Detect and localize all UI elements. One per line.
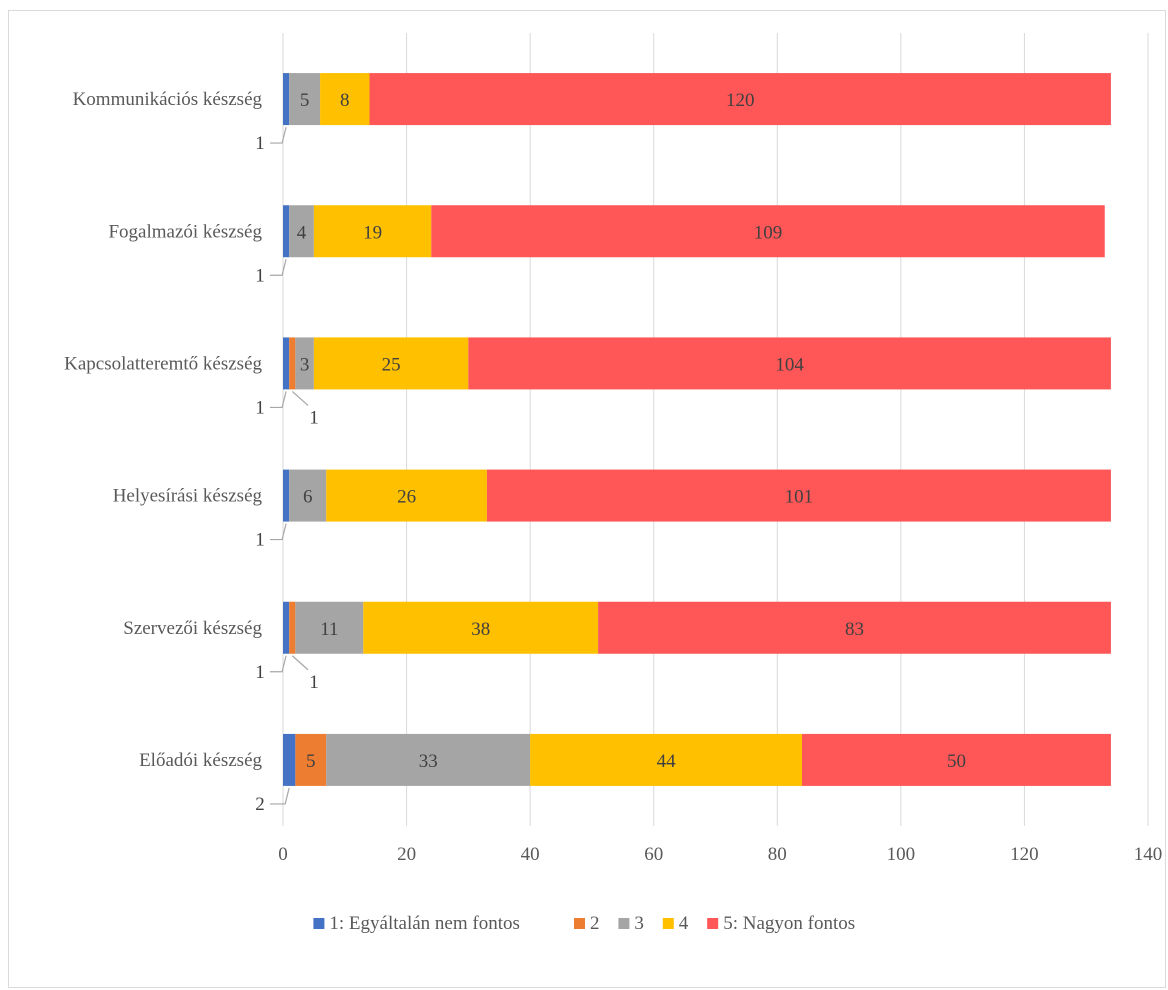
x-tick-label: 140: [1134, 844, 1163, 865]
data-label: 1: [255, 265, 265, 286]
leader-line: [270, 126, 287, 144]
bar-segment: [313, 337, 469, 390]
data-label: 101: [785, 487, 814, 508]
data-label: 1: [255, 133, 265, 154]
data-label: 4: [297, 222, 307, 243]
legend-swatch: [313, 918, 325, 929]
data-label: 19: [363, 222, 382, 243]
leader-line: [270, 259, 287, 276]
bar-segment: [431, 205, 1105, 258]
data-label: 3: [300, 354, 310, 375]
data-label: 109: [754, 222, 783, 243]
category-label: Fogalmazói készség: [108, 221, 262, 242]
data-label: 38: [471, 619, 490, 640]
data-label: 6: [303, 487, 313, 508]
legend-swatch: [618, 918, 630, 929]
x-tick-label: 0: [278, 844, 288, 865]
data-label: 83: [845, 619, 864, 640]
bar-segment: [598, 601, 1111, 654]
bar-segment: [283, 205, 290, 258]
leader-line: [291, 655, 309, 671]
x-tick-label: 80: [768, 844, 787, 865]
data-label: 26: [397, 487, 416, 508]
legend-label: 2: [590, 913, 600, 934]
data-label: 2: [255, 794, 265, 815]
data-label: 11: [320, 619, 338, 640]
legend-swatch: [574, 918, 585, 929]
legend-swatch: [707, 918, 719, 929]
bar-segment: [326, 469, 487, 522]
data-label: 1: [309, 672, 319, 693]
bar-segment: [326, 733, 531, 786]
legend-swatch: [662, 918, 674, 929]
bar-segment: [283, 469, 290, 522]
leader-line: [270, 787, 290, 805]
bar-segment: [283, 601, 290, 654]
bar-segment: [289, 469, 327, 522]
bar-segment: [363, 601, 599, 654]
data-label: 1: [309, 407, 319, 428]
leader-line: [270, 523, 287, 541]
x-tick-label: 20: [397, 844, 416, 865]
data-label: 5: [300, 90, 310, 111]
bar-segment: [283, 337, 290, 390]
legend-label: 4: [679, 913, 689, 934]
bar-segment: [320, 73, 370, 126]
data-label: 25: [382, 354, 401, 375]
bar-segment: [802, 733, 1111, 786]
bar-segment: [289, 337, 296, 390]
data-label: 50: [947, 751, 966, 772]
bar-segment: [295, 601, 364, 654]
data-label: 44: [657, 751, 677, 772]
category-label: Előadói készség: [139, 750, 262, 771]
x-tick-label: 60: [644, 844, 663, 865]
leader-line: [270, 655, 287, 673]
data-label: 1: [255, 662, 265, 683]
leader-line: [291, 390, 309, 406]
category-label: Szervezői készség: [123, 618, 262, 639]
data-label: 8: [340, 90, 350, 111]
category-label: Helyesírási készség: [113, 486, 263, 507]
data-label: 1: [255, 530, 265, 551]
x-tick-label: 120: [1010, 844, 1039, 865]
bar-segment: [283, 733, 296, 786]
bar-segment: [468, 337, 1111, 390]
data-label: 5: [306, 751, 316, 772]
bar-segment: [295, 733, 327, 786]
data-label: 120: [726, 90, 755, 111]
bar-segment: [486, 469, 1111, 522]
bar-segment: [289, 601, 296, 654]
bar-segment: [369, 73, 1111, 126]
bar-segment: [295, 337, 314, 390]
bar-segment: [313, 205, 432, 258]
leader-line: [270, 391, 287, 409]
legend-label: 5: Nagyon fontos: [723, 913, 855, 934]
legend-label: 3: [634, 913, 644, 934]
x-tick-label: 40: [521, 844, 540, 865]
bar-segment: [283, 73, 290, 126]
data-label: 1: [255, 397, 265, 418]
data-label: 104: [775, 354, 804, 375]
category-label: Kommunikációs készség: [73, 89, 263, 110]
bar-segment: [530, 733, 802, 786]
legend-label: 1: Egyáltalán nem fontos: [329, 913, 519, 934]
data-label: 33: [419, 751, 438, 772]
bar-segment: [289, 205, 314, 258]
bar-segment: [289, 73, 321, 126]
category-label: Kapcsolatteremtő készség: [64, 353, 262, 374]
x-tick-label: 100: [887, 844, 916, 865]
